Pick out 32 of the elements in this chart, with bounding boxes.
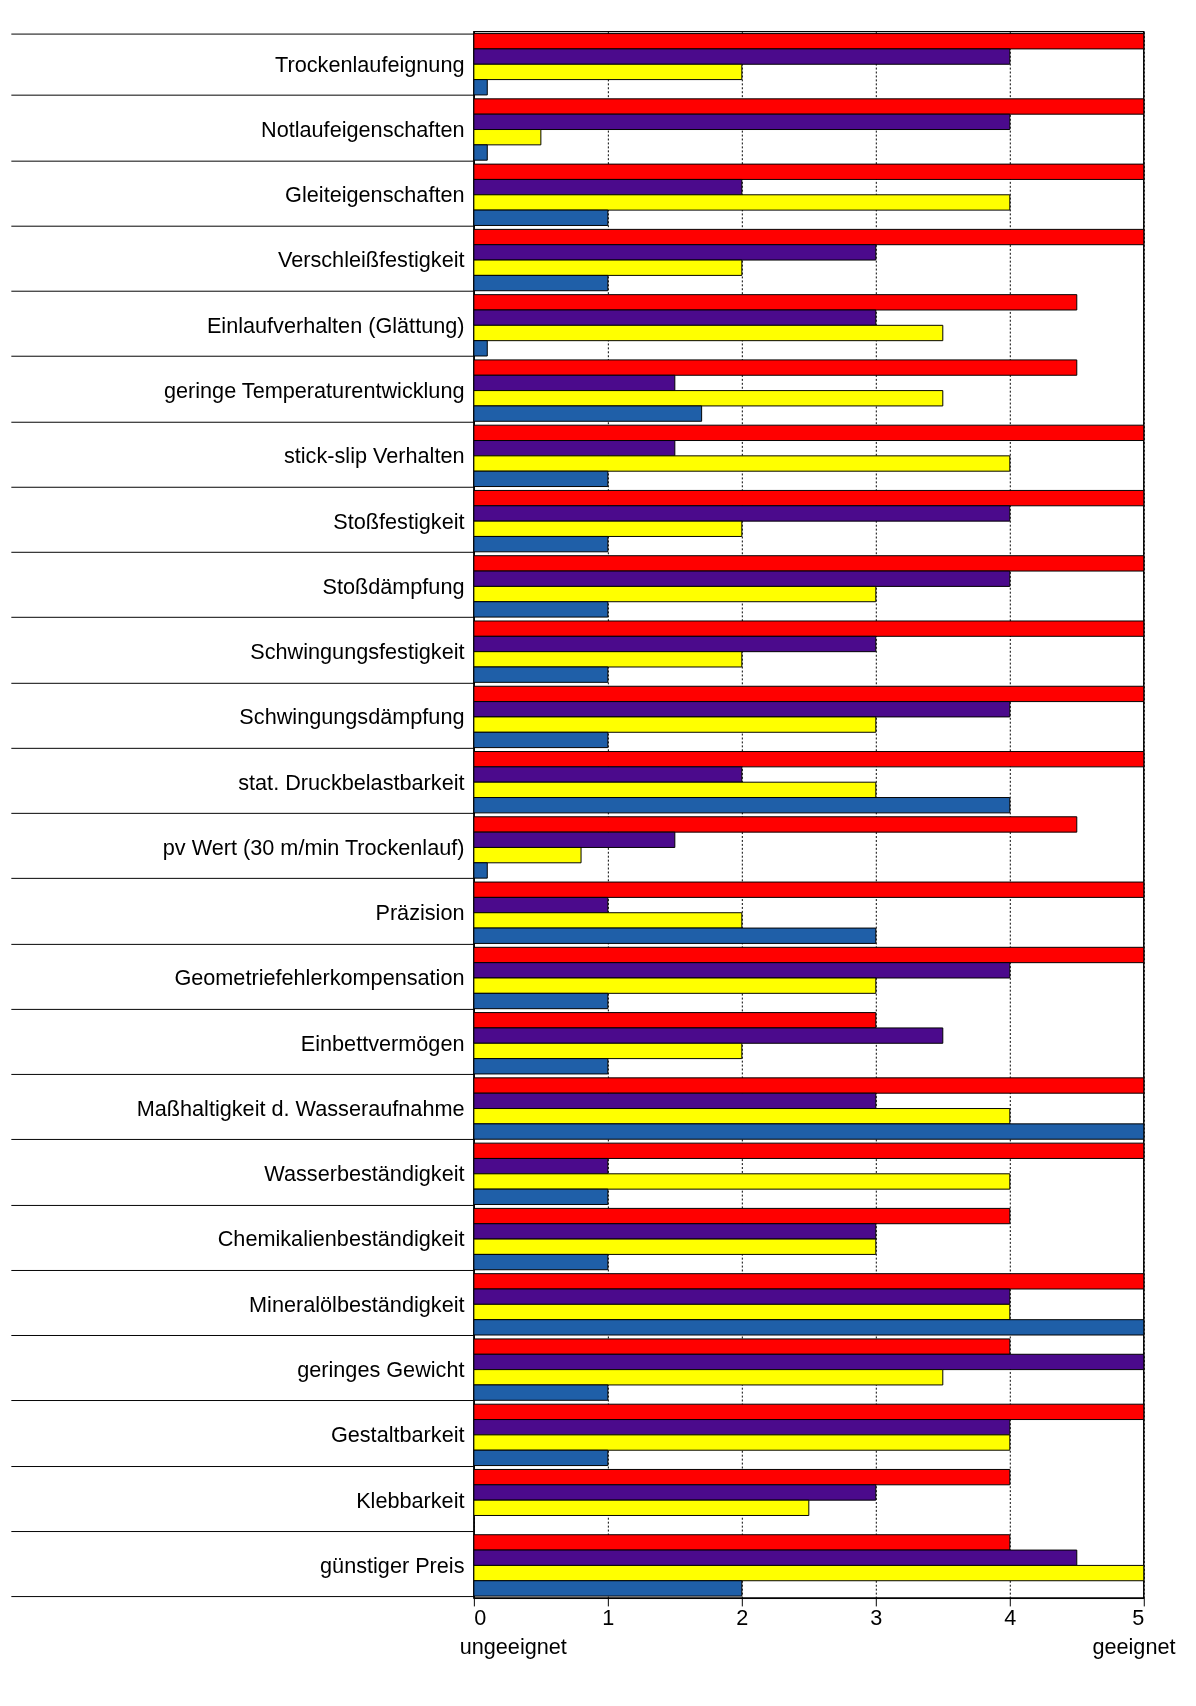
x-tick-label: 2 bbox=[736, 1605, 749, 1631]
y-tick-label: Verschleißfestigkeit bbox=[277, 247, 465, 273]
y-tick-label: Einbettvermögen bbox=[300, 1030, 465, 1056]
text: geeignet bbox=[1092, 1634, 1176, 1660]
x-tick-label: 1 bbox=[602, 1605, 615, 1631]
y-tick-label: Schwingungsfestigkeit bbox=[250, 639, 465, 665]
y-tick-label: Stoßdämpfung bbox=[322, 573, 465, 599]
y-tick-label: Präzision bbox=[375, 900, 465, 926]
x-tick-label: 3 bbox=[870, 1605, 883, 1631]
y-tick-label: geringes Gewicht bbox=[297, 1356, 465, 1382]
y-tick-label: Geometriefehlerkompensation bbox=[174, 965, 465, 991]
y-tick-label: günstiger Preis bbox=[320, 1552, 465, 1578]
y-tick-label: geringe Temperaturentwicklung bbox=[163, 377, 465, 403]
y-tick-label: Notlaufeigenschaften bbox=[261, 116, 465, 142]
y-tick-label: Wasserbeständigkeit bbox=[264, 1161, 465, 1187]
y-tick-label: Gestaltbarkeit bbox=[330, 1422, 465, 1448]
y-tick-label: Chemikalienbeständigkeit bbox=[217, 1226, 465, 1252]
y-tick-label: Gleiteigenschaften bbox=[285, 182, 465, 208]
y-tick-label: Mineralölbeständigkeit bbox=[249, 1291, 465, 1317]
x-tick-label: 4 bbox=[1004, 1605, 1017, 1631]
y-tick-label: pv Wert (30 m/min Trockenlauf) bbox=[162, 834, 465, 860]
text: ungeeignet bbox=[459, 1634, 567, 1660]
x-tick-label: 5 bbox=[1132, 1605, 1145, 1631]
x-tick-label: 0 bbox=[474, 1605, 487, 1631]
y-tick-label: stick-slip Verhalten bbox=[283, 443, 465, 469]
y-tick-label: Einlaufverhalten (Glättung) bbox=[206, 312, 465, 338]
y-tick-label: Stoßfestigkeit bbox=[333, 508, 465, 534]
y-tick-label: Maßhaltigkeit d. Wasseraufnahme bbox=[136, 1095, 465, 1121]
y-tick-label: stat. Druckbelastbarkeit bbox=[238, 769, 465, 795]
y-tick-label: Schwingungsdämpfung bbox=[239, 704, 465, 730]
y-tick-label: Trockenlaufeignung bbox=[275, 51, 465, 77]
y-tick-label: Klebbarkeit bbox=[356, 1487, 465, 1513]
